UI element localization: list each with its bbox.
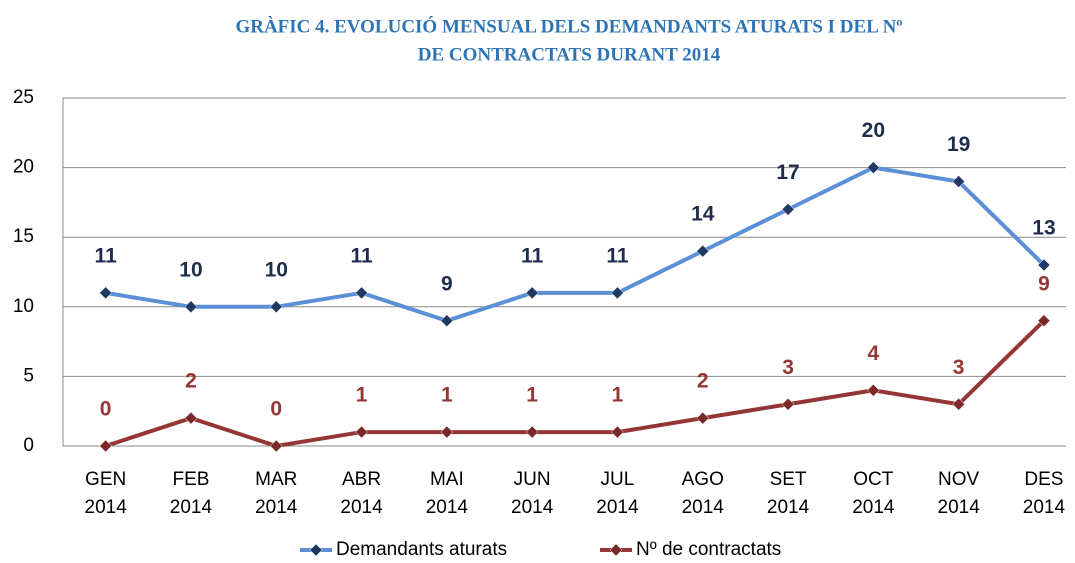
data-label: 9 (441, 272, 453, 295)
data-point (269, 439, 283, 453)
x-tick-label: FEB 2014 (170, 469, 213, 518)
data-point (781, 203, 795, 216)
data-point (1037, 314, 1051, 328)
x-tick-label: MAR 2014 (255, 469, 298, 518)
data-label: 20 (862, 119, 885, 142)
x-tick-label: GEN 2014 (85, 469, 128, 518)
data-point (99, 286, 113, 300)
data-point (866, 161, 880, 174)
data-point (440, 314, 454, 328)
data-point (696, 244, 710, 258)
legend-label: Nº de contractats (636, 539, 781, 560)
data-label: 3 (953, 356, 965, 379)
data-point (184, 411, 198, 425)
chart-title: GRÀFIC 4. EVOLUCIÓ MENSUAL DELS DEMANDAN… (235, 15, 902, 37)
legend-marker (609, 543, 623, 557)
data-label: 17 (776, 161, 799, 184)
x-tick-label: ABR 2014 (340, 469, 383, 518)
data-point (696, 411, 710, 425)
data-label: 11 (606, 244, 629, 267)
data-label: 11 (350, 244, 373, 267)
data-label: 13 (1032, 217, 1055, 240)
data-point (355, 286, 368, 300)
data-label: 14 (691, 203, 715, 226)
x-tick-label: DES 2014 (1023, 469, 1066, 518)
data-label: 10 (265, 258, 288, 281)
data-label: 11 (521, 244, 544, 267)
series-line (105, 319, 1046, 449)
data-point (184, 300, 198, 314)
x-tick-label: SET 2014 (767, 469, 810, 518)
data-label: 1 (356, 384, 368, 407)
data-label: 1 (612, 384, 624, 407)
y-tick-label: 25 (13, 87, 34, 108)
data-point (952, 397, 966, 411)
data-label: 19 (947, 133, 970, 156)
legend-label: Demandants aturats (336, 539, 507, 560)
data-label: 2 (697, 370, 709, 393)
legend-marker (309, 543, 323, 557)
y-tick-label: 15 (13, 226, 34, 247)
x-tick-label: MAI 2014 (426, 469, 469, 518)
data-label: 1 (526, 384, 538, 407)
data-point (781, 397, 795, 411)
y-tick-label: 20 (13, 157, 34, 178)
data-label: 1 (441, 384, 453, 407)
data-label: 3 (782, 356, 794, 379)
data-label: 11 (95, 244, 118, 267)
chart-title: DE CONTRACTATS DURANT 2014 (418, 44, 721, 65)
data-point (440, 425, 454, 439)
data-label: 0 (270, 398, 282, 421)
data-point (611, 286, 624, 300)
data-label: 10 (179, 258, 202, 281)
data-point (1037, 258, 1051, 272)
x-tick-label: NOV 2014 (938, 469, 981, 518)
data-point (269, 300, 283, 314)
data-point (525, 286, 539, 300)
data-point (99, 439, 113, 453)
data-point (525, 425, 539, 439)
data-point (355, 425, 368, 439)
data-label: 9 (1038, 272, 1050, 295)
y-tick-label: 5 (23, 365, 34, 386)
data-label: 4 (868, 342, 880, 365)
series-line (105, 165, 1046, 323)
x-tick-label: OCT 2014 (852, 469, 895, 518)
data-point (952, 175, 966, 188)
x-tick-label: AGO 2014 (682, 469, 725, 518)
y-tick-label: 10 (13, 296, 34, 317)
data-label: 2 (185, 370, 197, 393)
data-label: 0 (100, 398, 112, 421)
data-point (866, 383, 880, 397)
x-tick-label: JUN 2014 (511, 469, 554, 518)
data-point (611, 425, 624, 439)
y-tick-label: 0 (23, 435, 34, 456)
x-tick-label: JUL 2014 (596, 469, 639, 518)
